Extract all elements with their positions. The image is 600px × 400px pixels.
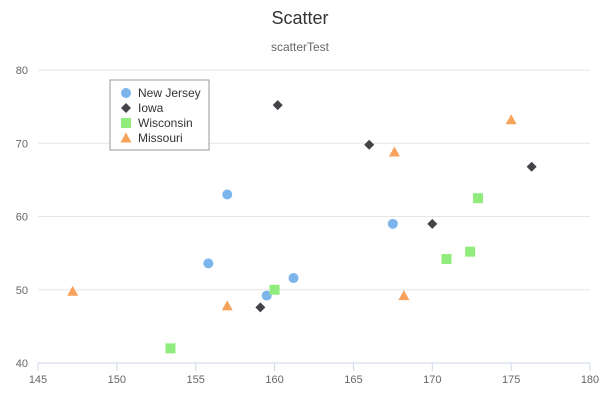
data-point[interactable] xyxy=(387,218,398,229)
legend-label: Missouri xyxy=(138,131,183,145)
data-point[interactable] xyxy=(221,300,233,311)
legend-item[interactable]: Iowa xyxy=(121,101,164,115)
data-point[interactable] xyxy=(388,146,400,157)
x-tick-label: 180 xyxy=(581,374,599,386)
legend-item[interactable]: Wisconsin xyxy=(121,116,193,130)
series-new-jersey xyxy=(203,189,398,301)
data-point[interactable] xyxy=(67,285,79,296)
x-tick-label: 165 xyxy=(344,374,362,386)
series-wisconsin xyxy=(165,193,484,354)
x-tick-label: 145 xyxy=(29,374,47,386)
x-axis: 145 150 155 160 165 170 175 180 xyxy=(29,362,599,386)
data-point[interactable] xyxy=(526,161,537,172)
y-tick-label: 70 xyxy=(16,138,28,150)
data-point[interactable] xyxy=(364,139,375,150)
series-iowa xyxy=(255,100,537,313)
circle-marker-icon xyxy=(121,88,131,98)
legend-item[interactable]: Missouri xyxy=(120,131,183,145)
legend-label: Iowa xyxy=(138,101,164,115)
y-tick-label: 60 xyxy=(16,212,28,224)
chart-title: Scatter xyxy=(271,8,328,28)
legend-label: New Jersey xyxy=(138,86,201,100)
data-point[interactable] xyxy=(261,290,272,301)
data-points xyxy=(67,100,537,354)
series-missouri xyxy=(67,114,517,311)
y-tick-label: 80 xyxy=(16,65,28,77)
square-marker-icon xyxy=(121,118,131,128)
legend-label: Wisconsin xyxy=(138,116,193,130)
x-tick-label: 160 xyxy=(265,374,283,386)
triangle-marker-icon xyxy=(120,132,132,143)
data-point[interactable] xyxy=(272,100,283,111)
data-point[interactable] xyxy=(427,218,438,229)
x-tick-label: 170 xyxy=(423,374,441,386)
data-point[interactable] xyxy=(441,253,452,264)
grid-lines: 40 50 60 70 80 xyxy=(16,65,590,370)
data-point[interactable] xyxy=(255,302,266,313)
data-point[interactable] xyxy=(165,343,176,354)
data-point[interactable] xyxy=(269,284,280,295)
y-tick-label: 50 xyxy=(16,285,28,297)
data-point[interactable] xyxy=(505,114,517,125)
data-point[interactable] xyxy=(465,246,476,257)
diamond-marker-icon xyxy=(121,103,131,113)
x-tick-label: 155 xyxy=(187,374,205,386)
legend-item[interactable]: New Jersey xyxy=(121,86,201,100)
data-point[interactable] xyxy=(222,189,233,200)
data-point[interactable] xyxy=(203,258,214,269)
y-tick-label: 40 xyxy=(16,358,28,370)
data-point[interactable] xyxy=(398,290,410,301)
data-point[interactable] xyxy=(473,193,484,204)
data-point[interactable] xyxy=(288,273,299,284)
x-tick-label: 175 xyxy=(502,374,520,386)
x-tick-label: 150 xyxy=(108,374,126,386)
chart-subtitle: scatterTest xyxy=(271,40,330,54)
